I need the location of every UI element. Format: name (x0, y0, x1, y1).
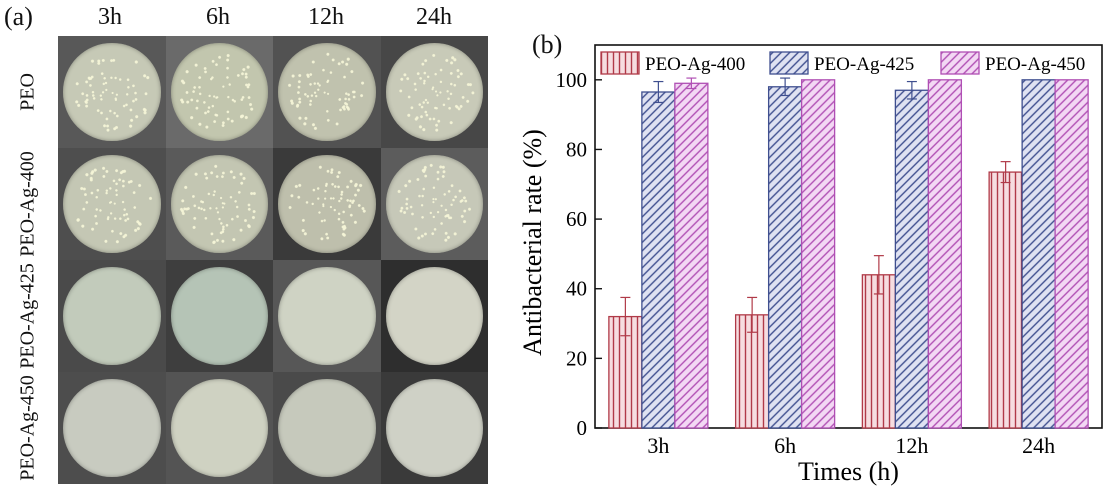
petri-dish (63, 379, 161, 477)
bar (641, 91, 676, 429)
time-label-6h: 6h (206, 4, 230, 30)
petri-dish (278, 155, 376, 253)
bar (767, 86, 803, 429)
bar (1021, 79, 1056, 429)
bar (927, 79, 963, 429)
petri-dish (385, 267, 483, 365)
bar (674, 82, 709, 429)
time-label-3h: 3h (98, 4, 122, 30)
y-tick-label: 60 (566, 207, 587, 231)
time-label-24h: 24h (416, 4, 452, 30)
y-tick-label: 0 (577, 416, 588, 440)
plate-cell (165, 260, 273, 372)
bar (894, 89, 930, 429)
plot-frame (594, 44, 1103, 429)
row-label-peo-ag-450: PEO-Ag-450 (16, 375, 39, 481)
legend-label: PEO-Ag-450 (985, 54, 1085, 75)
plate-cell (58, 36, 166, 148)
petri-dish (278, 43, 376, 141)
y-tick-label: 40 (566, 277, 587, 301)
petri-dish (278, 379, 376, 477)
row-label-peo: PEO (16, 73, 39, 111)
legend-swatch (600, 51, 640, 75)
y-axis-label: Antibacterial rate (%) (518, 129, 547, 356)
row-label-peo-ag-425: PEO-Ag-425 (16, 263, 39, 369)
plate-cell (273, 148, 381, 260)
plate-cell (58, 372, 166, 484)
bar (734, 314, 770, 429)
legend-label: PEO-Ag-400 (645, 54, 745, 75)
bar (1054, 79, 1089, 429)
plate-cell (380, 372, 488, 484)
bar (861, 274, 897, 429)
petri-dish (278, 267, 376, 365)
row-label-peo-ag-400: PEO-Ag-400 (16, 151, 39, 257)
x-axis-label: Times (h) (798, 457, 899, 486)
plate-cell (380, 260, 488, 372)
petri-dish (385, 43, 483, 141)
legend-swatch (769, 51, 809, 75)
petri-dish (63, 267, 161, 365)
petri-dish (170, 155, 268, 253)
bar (800, 79, 836, 429)
petri-dish (385, 379, 483, 477)
x-tick-label: 3h (647, 433, 669, 458)
petri-dish (170, 379, 268, 477)
panel-a-label: (a) (4, 2, 33, 31)
petri-dish (170, 267, 268, 365)
x-tick-label: 12h (895, 433, 928, 458)
petri-dish (170, 43, 268, 141)
plate-cell (58, 260, 166, 372)
time-label-12h: 12h (308, 4, 344, 30)
x-tick-label: 24h (1022, 433, 1055, 458)
plate-cell (165, 372, 273, 484)
petri-dish (63, 43, 161, 141)
plate-cell (165, 148, 273, 260)
panel-b-label: (b) (532, 30, 563, 59)
y-tick-label: 100 (556, 68, 588, 92)
plate-cell (380, 148, 488, 260)
plate-cell (273, 372, 381, 484)
bar (608, 315, 643, 429)
petri-dish (385, 155, 483, 253)
x-tick-label: 6h (774, 433, 796, 458)
petri-dish (63, 155, 161, 253)
legend-swatch (940, 51, 980, 75)
y-tick-label: 80 (566, 137, 587, 161)
plate-cell (58, 148, 166, 260)
legend-label: PEO-Ag-425 (814, 54, 914, 75)
plate-cell (165, 36, 273, 148)
plate-cell (273, 36, 381, 148)
y-tick-label: 20 (566, 346, 587, 370)
plate-cell (273, 260, 381, 372)
petri-dish-photo-grid (58, 36, 488, 484)
bar (988, 171, 1023, 429)
plate-cell (380, 36, 488, 148)
